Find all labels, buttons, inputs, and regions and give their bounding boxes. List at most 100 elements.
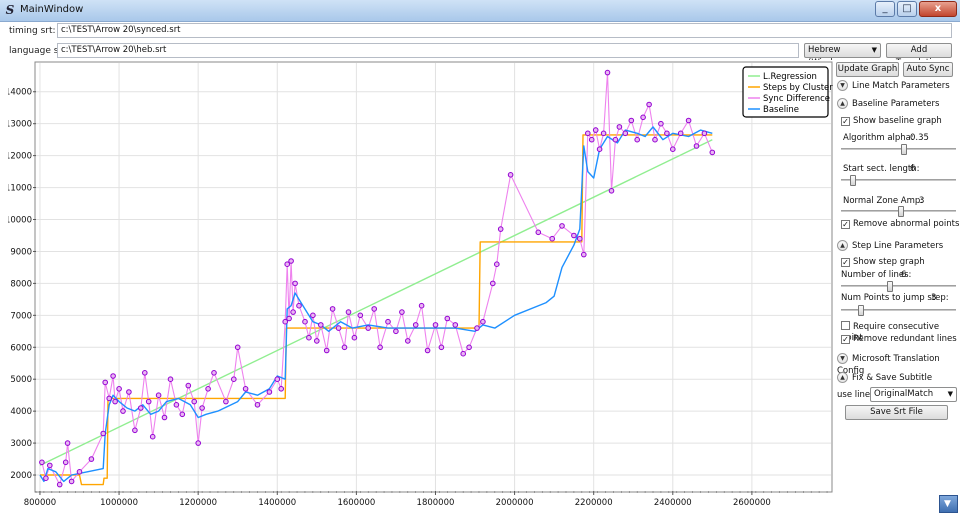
y-tick-label: 5000 <box>10 375 32 385</box>
slider-thumb[interactable] <box>900 144 907 155</box>
require-consecutive-checkbox[interactable]: Require consecutive point <box>841 321 960 344</box>
update-graph-button[interactable]: Update Graph <box>836 62 899 77</box>
chevron-up-icon: ▲ <box>837 98 848 109</box>
remove-abnormal-label: Remove abnormal points <box>853 219 960 229</box>
sync-point <box>701 130 708 137</box>
y-tick-label: 8000 <box>10 279 32 289</box>
close-button[interactable]: x <box>919 1 957 17</box>
sync-point <box>412 322 419 328</box>
add-translation-button[interactable]: Add Translation <box>886 43 952 68</box>
sync-point <box>274 376 281 383</box>
timing-srt-input[interactable]: c:\TEST\Arrow 20\synced.srt <box>57 23 952 38</box>
baseline-expander[interactable]: ▲ Baseline Parameters <box>837 98 939 112</box>
sync-point <box>622 130 629 137</box>
sync-point <box>670 146 676 152</box>
checkbox-checked-icon: ✓ <box>841 220 850 229</box>
slider-thumb[interactable] <box>849 175 856 186</box>
encoding-select[interactable]: Hebrew (Windows ▼ <box>804 43 881 68</box>
language-srt-input[interactable]: c:\TEST\Arrow 20\heb.srt <box>57 43 799 58</box>
x-tick-label: 2600000 <box>733 498 771 508</box>
y-tick-label: 7000 <box>10 311 32 321</box>
sync-point <box>47 462 53 469</box>
slider-thumb[interactable] <box>886 281 893 292</box>
x-tick-label: 1800000 <box>417 498 455 508</box>
sync-point <box>310 312 316 319</box>
remove-abnormal-checkbox[interactable]: ✓ Remove abnormal points <box>841 219 959 230</box>
number-of-lines-value: 6 <box>901 270 907 280</box>
sync-point <box>640 114 646 121</box>
y-tick-label: 3000 <box>10 439 32 449</box>
sync-point <box>418 302 425 309</box>
normal-zone-slider[interactable] <box>841 206 956 217</box>
x-tick-label: 1000000 <box>100 498 138 508</box>
sync-point <box>185 382 192 389</box>
y-tick-label: 2000 <box>10 471 32 481</box>
show-step-checkbox[interactable]: ✓ Show step graph <box>841 257 925 268</box>
remove-redundant-checkbox[interactable]: ✓ Remove redundant lines <box>841 334 957 345</box>
sync-point <box>345 309 352 315</box>
sync-point <box>474 325 480 331</box>
line-match-label: Line Match Parameters <box>852 81 950 91</box>
sync-point <box>234 344 241 351</box>
maximize-button[interactable]: □ <box>897 1 917 17</box>
show-step-label: Show step graph <box>853 257 925 267</box>
sync-point <box>393 328 399 335</box>
number-of-lines-slider[interactable] <box>841 281 956 292</box>
sync-point <box>142 370 148 376</box>
legend-label-sync: Sync Difference <box>763 94 830 104</box>
slider-thumb[interactable] <box>858 305 865 316</box>
x-tick-label: 1400000 <box>258 498 296 508</box>
sync-point <box>290 309 296 315</box>
slider-thumb[interactable] <box>897 206 904 217</box>
jump-step-slider[interactable] <box>841 305 956 316</box>
ms-translation-expander[interactable]: ▼ Microsoft Translation Config <box>837 353 960 376</box>
scroll-down-button[interactable]: ▼ <box>939 495 958 513</box>
sync-point <box>102 379 108 386</box>
use-line-select[interactable]: OriginalMatch ▼ <box>870 387 957 402</box>
alpha-slider[interactable] <box>841 144 956 155</box>
sync-point <box>677 130 684 137</box>
sync-point <box>592 127 599 133</box>
sync-point <box>596 146 603 152</box>
sync-point <box>112 398 118 405</box>
sync-point <box>432 322 439 328</box>
line-match-expander[interactable]: ▼ Line Match Parameters <box>837 80 950 94</box>
sync-point <box>377 344 383 351</box>
save-srt-button[interactable]: Save Srt File <box>845 405 948 420</box>
sync-point <box>43 475 49 482</box>
sync-point <box>149 433 156 440</box>
ms-translation-label: Microsoft Translation Config <box>837 354 940 376</box>
y-tick-label: 10000 <box>8 216 32 226</box>
step-line-expander[interactable]: ▲ Step Line Parameters <box>837 240 943 254</box>
timing-srt-label: timing srt: <box>9 26 56 36</box>
sync-point <box>600 130 607 137</box>
y-tick-label: 9000 <box>10 247 32 257</box>
slider-track <box>841 148 956 150</box>
sync-point <box>604 69 611 76</box>
sync-point <box>254 402 261 408</box>
y-axis: 2000 3000 4000 5000 6000 7000 8000 9000 10000 110… <box>5 88 36 481</box>
sync-point <box>652 136 658 143</box>
slider-track <box>841 285 956 287</box>
sync-point <box>608 188 615 194</box>
start-sect-slider[interactable] <box>841 175 956 186</box>
sync-point <box>282 318 289 325</box>
sync-point <box>179 411 186 418</box>
sync-point <box>120 408 126 414</box>
sync-point <box>612 136 619 143</box>
sync-point <box>64 440 71 446</box>
minimize-button[interactable]: _ <box>875 1 895 17</box>
fix-save-expander[interactable]: ▲ Fix & Save Subtitle <box>837 372 932 386</box>
legend-box <box>742 66 829 118</box>
title-bar: S MainWindow _ □ x <box>0 0 960 22</box>
legend-label-regression: L.Regression <box>763 72 817 82</box>
alpha-label: Algorithm alpha: <box>843 133 914 143</box>
use-line-label: use line: <box>837 390 873 400</box>
sync-point <box>106 395 112 402</box>
show-baseline-checkbox[interactable]: ✓ Show baseline graph <box>841 116 942 127</box>
auto-sync-button[interactable]: Auto Sync <box>903 62 953 77</box>
y-tick-label: 12000 <box>8 152 32 162</box>
x-tick-label: 800000 <box>24 498 56 508</box>
graph-area: 2000 3000 4000 5000 6000 7000 8000 9000 10000 110… <box>5 60 846 516</box>
step-line-header-label: Step Line Parameters <box>852 241 944 251</box>
